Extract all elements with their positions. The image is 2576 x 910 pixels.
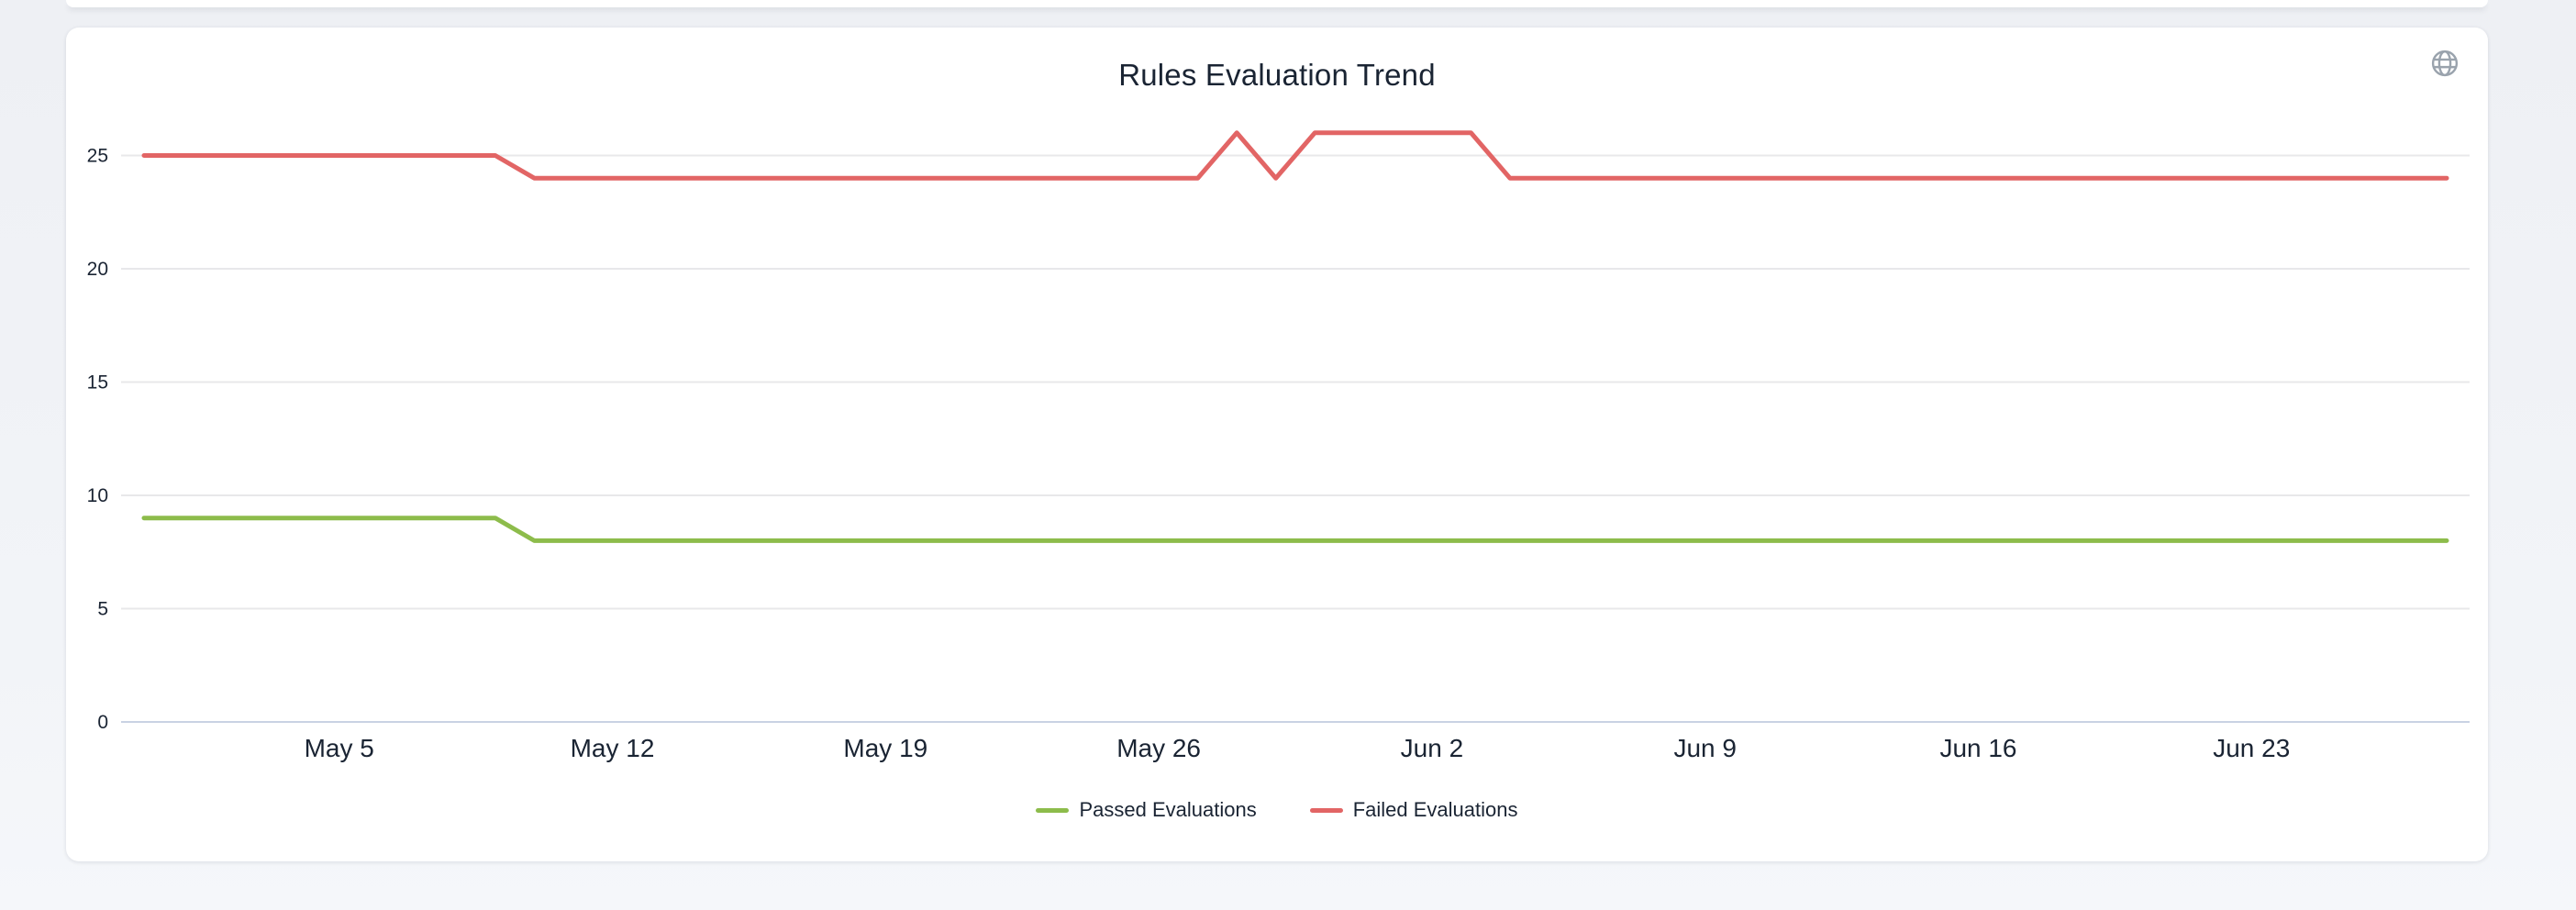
y-axis-tick-label: 15 xyxy=(87,372,108,394)
series-line-failed-evaluations xyxy=(141,130,2449,181)
y-axis-tick-label: 20 xyxy=(87,259,108,280)
rules-evaluation-trend-card: Rules Evaluation Trend 0 5 10 15 20 25 May 5 Ma… xyxy=(66,28,2488,861)
x-axis-tick-label: May 26 xyxy=(1116,734,1201,762)
trend-line-chart: 0 5 10 15 20 25 May 5 May 12 May 19 May 26 Jun 2 Ju… xyxy=(87,130,2470,762)
legend-dash-icon xyxy=(1309,807,1343,813)
y-axis-tick-label: 10 xyxy=(87,485,108,506)
y-axis-tick-label: 5 xyxy=(97,599,108,620)
globe-icon-svg xyxy=(2431,50,2459,77)
legend-label: Failed Evaluations xyxy=(1352,798,1518,821)
x-axis-tick-label: May 19 xyxy=(843,734,927,762)
y-axis-tick-label: 0 xyxy=(97,712,108,733)
legend-label: Passed Evaluations xyxy=(1079,798,1257,821)
previous-card-bottom-edge xyxy=(66,0,2488,7)
chart-title: Rules Evaluation Trend xyxy=(1118,58,1436,92)
legend-item-failed-evaluations[interactable]: Failed Evaluations xyxy=(1309,798,1518,822)
y-axis-tick-label: 25 xyxy=(87,146,108,167)
globe-icon[interactable] xyxy=(2429,48,2460,79)
x-axis-tick-label: May 5 xyxy=(305,734,374,762)
x-axis-tick-label: Jun 16 xyxy=(1939,734,2016,762)
x-axis-tick-label: May 12 xyxy=(571,734,655,762)
legend-item-passed-evaluations[interactable]: Passed Evaluations xyxy=(1036,798,1257,822)
x-axis-tick-label: Jun 9 xyxy=(1673,734,1737,762)
x-axis-tick-label: Jun 2 xyxy=(1401,734,1464,762)
legend-dash-icon xyxy=(1036,807,1070,813)
chart-legend: Passed Evaluations Failed Evaluations xyxy=(66,794,2488,826)
x-axis-tick-label: Jun 23 xyxy=(2213,734,2290,762)
series-line-passed-evaluations xyxy=(141,516,2449,543)
